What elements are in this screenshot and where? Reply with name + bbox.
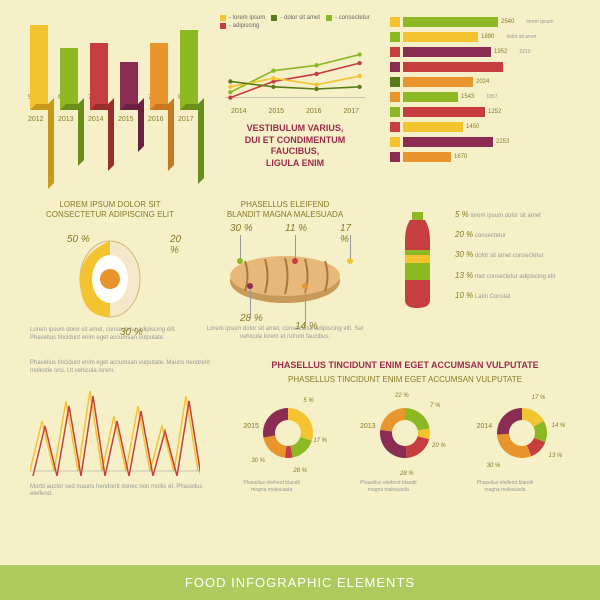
spike-desc2: Morbi auctor sed mauris hendrerit donec … [30, 484, 210, 500]
bar-chart-3d: 90%201265%201370%2014201570%201685%2017 [30, 15, 215, 125]
footer-text: FOOD INFOGRAPHIC ELEMENTS [185, 575, 415, 590]
bread-title: PHASELLUS ELEIFEND BLANDIT MAGNA MALESUA… [200, 200, 370, 221]
donut-title1: PHASELLUS TINCIDUNT ENIM EGET ACCUMSAN V… [230, 360, 580, 372]
donut-section: PHASELLUS TINCIDUNT ENIM EGET ACCUMSAN V… [230, 360, 580, 493]
footer-banner: FOOD INFOGRAPHIC ELEMENTS [0, 565, 600, 600]
hbar-chart: 2540lorem ipsum1890dolor sit amet1952221… [390, 15, 580, 180]
line-chart-title: VESTIBULUM VARIUS, DUI ET CONDIMENTUM FA… [220, 123, 370, 170]
bread-icon: 30 %11 %17 %28 %14 % [225, 241, 345, 306]
bottle-list: 5 % lorem ipsum dolor sit amet20 % conse… [455, 210, 555, 311]
line-chart: - lorem ipsum- dolor sit amet- consectet… [220, 15, 370, 125]
egg-title: LOREM IPSUM DOLOR SIT CONSECTETUR ADIPIS… [30, 200, 190, 221]
bread-desc: Lorem ipsum dolor sit amet, consectetur … [200, 326, 370, 342]
egg-section: LOREM IPSUM DOLOR SIT CONSECTETUR ADIPIS… [30, 200, 190, 342]
egg-icon: 50 %20 %30 % [75, 229, 145, 319]
donut-title2: PHASELLUS TINCIDUNT ENIM EGET ACCUMSAN V… [230, 375, 580, 385]
spike-chart: Phasellus tincidunt enim eget accumsan v… [30, 360, 210, 510]
line-chart-svg [220, 33, 370, 103]
bottle-icon [395, 210, 440, 310]
bread-section: PHASELLUS ELEIFEND BLANDIT MAGNA MALESUA… [200, 200, 370, 341]
egg-desc: Lorem ipsum dolor sit amet, consectetur … [30, 327, 190, 343]
spike-svg [30, 381, 200, 476]
spike-desc1: Phasellus tincidunt enim eget accumsan v… [30, 360, 210, 376]
